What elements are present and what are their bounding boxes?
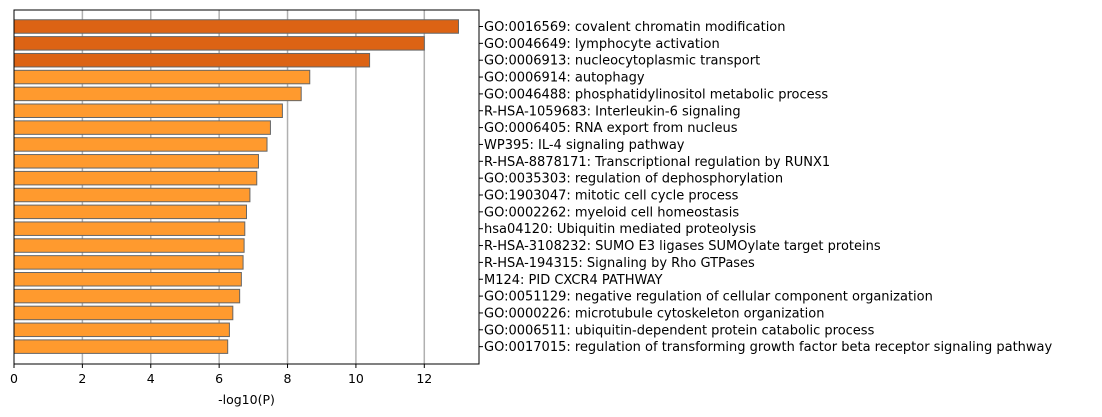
x-tick-label: 2 [78,371,86,386]
x-tick-label: 6 [215,371,223,386]
bar [13,52,371,68]
x-axis-ticks: 0 2 4 6 8 10 12 [10,364,432,386]
bar [13,272,242,287]
term-label: GO:0017015: regulation of transforming g… [484,340,1053,355]
bar [13,170,258,186]
term-label: R-HSA-1059683: Interleukin-6 signaling [484,104,741,119]
bar [13,255,244,270]
bar [13,305,234,321]
term-labels: GO:0016569: covalent chromatin modificat… [479,20,1053,355]
bar [13,19,459,34]
x-axis-title: -log10(P) [218,392,275,407]
term-label: hsa04120: Ubiquitin mediated proteolysis [484,222,756,237]
term-label: GO:0051129: negative regulation of cellu… [484,290,933,305]
bar [13,137,268,152]
x-tick-label: 12 [416,371,432,386]
term-label: R-HSA-8878171: Transcriptional regulatio… [484,155,830,170]
bar [13,69,311,85]
term-label: GO:0006511: ubiquitin-dependent protein … [484,323,875,338]
grid-lines [81,10,426,364]
term-label: R-HSA-3108232: SUMO E3 ligases SUMOylate… [484,239,881,254]
bar [13,221,246,236]
term-label: GO:0006913: nucleocytoplasmic transport [484,54,760,69]
term-label: GO:0006914: autophagy [484,71,645,86]
term-label: WP395: IL-4 signaling pathway [484,138,685,153]
bar [13,238,245,253]
bar [13,120,271,135]
term-label: GO:0000226: microtubule cytoskeleton org… [484,306,824,321]
x-tick-label: 4 [147,371,155,386]
bar [13,288,241,304]
term-label: GO:0006405: RNA export from nucleus [484,121,738,136]
term-label: R-HSA-194315: Signaling by Rho GTPases [484,256,755,271]
term-label: GO:0046649: lymphocyte activation [484,37,720,52]
bar [13,339,229,354]
bar [13,103,283,118]
term-label: M124: PID CXCR4 PATHWAY [484,273,663,288]
plot-frame [13,9,480,365]
bar [13,36,425,51]
term-label: GO:0035303: regulation of dephosphorylat… [484,172,783,187]
term-label: GO:1903047: mitotic cell cycle process [484,189,739,204]
x-tick-label: 8 [284,371,292,386]
bar [13,86,302,102]
bar [13,154,259,169]
term-label: GO:0002262: myeloid cell homeostasis [484,205,739,220]
x-tick-label: 10 [348,371,364,386]
term-label: GO:0046488: phosphatidylinositol metabol… [484,87,828,102]
term-label: GO:0016569: covalent chromatin modificat… [484,20,786,35]
x-tick-label: 0 [10,371,18,386]
bars [13,19,459,354]
bar [13,187,251,203]
bar [13,322,230,338]
bar [13,204,247,220]
